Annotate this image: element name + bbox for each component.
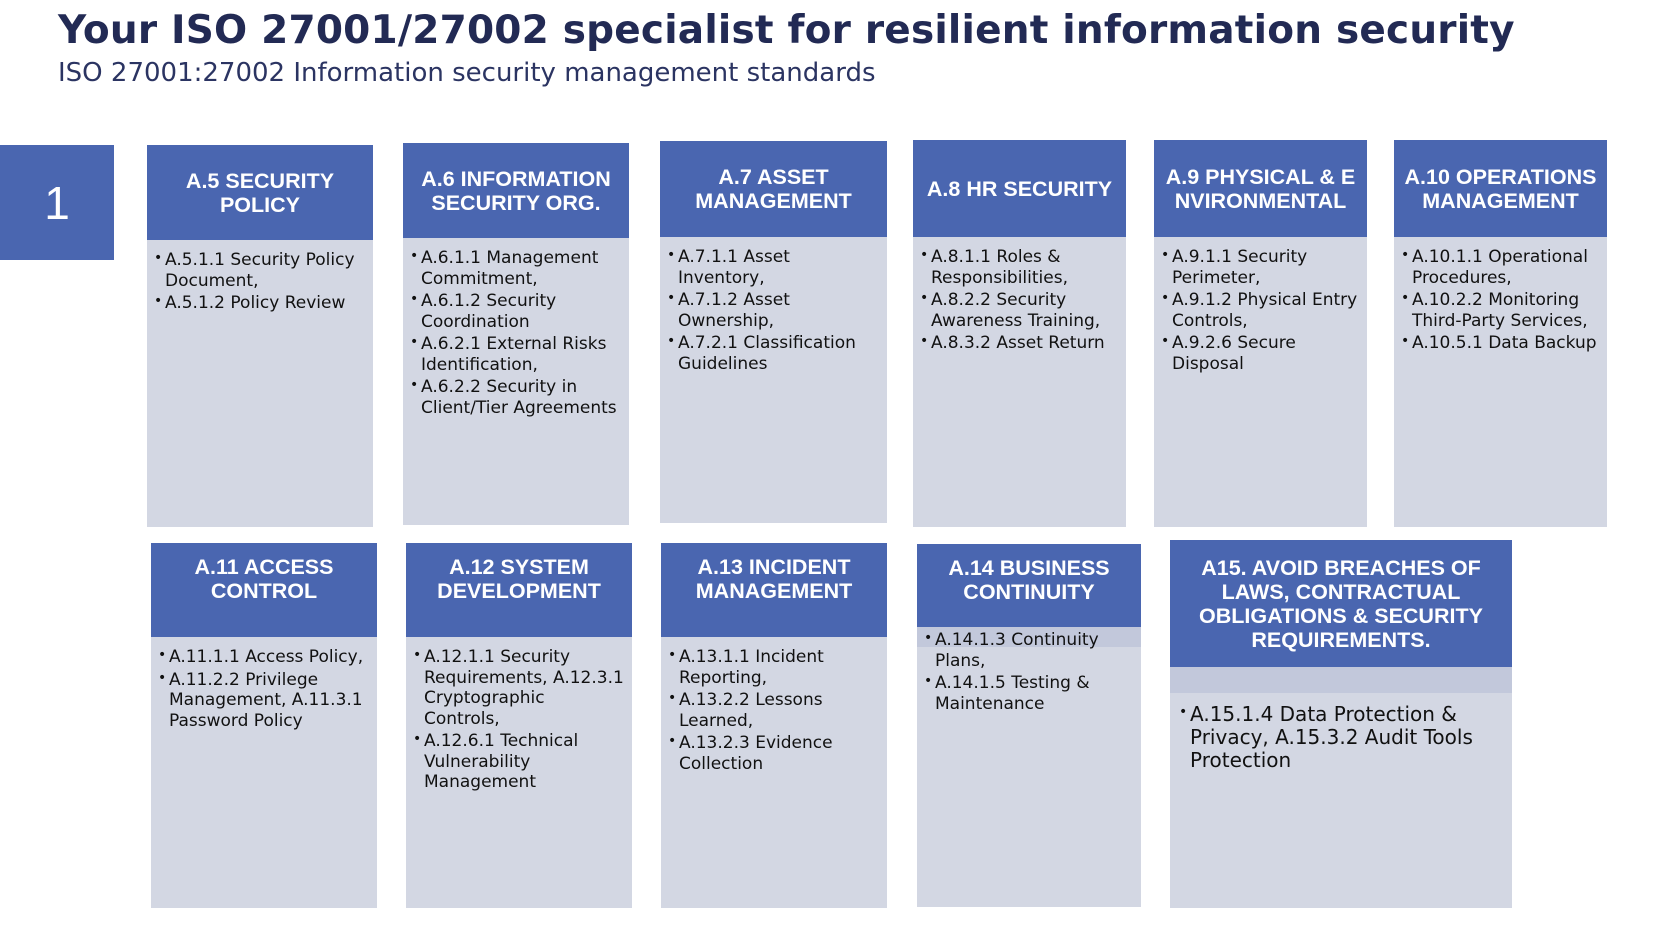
list-item: A.13.2.3 Evidence Collection — [667, 731, 879, 774]
card-body: A.12.1.1 Security Requirements, A.12.3.1… — [406, 637, 632, 908]
list-item: A.9.2.6 Secure Disposal — [1160, 331, 1359, 374]
card-header: A.9 PHYSICAL & ENVIRONMENTAL — [1154, 140, 1367, 237]
card-body: A.5.1.1 Security Policy Document, A.5.1.… — [147, 240, 373, 527]
card-header: A.12 SYSTEM DEVELOPMENT — [406, 543, 632, 637]
card-header: A.10 OPERATIONS MANAGEMENT — [1394, 140, 1607, 237]
card-header: A.11 ACCESS CONTROL — [151, 543, 377, 637]
list-item: A.6.1.1 Management Commitment, — [409, 246, 621, 289]
card-body: A.6.1.1 Management Commitment, A.6.1.2 S… — [403, 238, 629, 525]
card-item-list: A.7.1.1 Asset Inventory, A.7.1.2 Asset O… — [666, 245, 879, 374]
card-a6-information-security-org: A.6 INFORMATION SECURITY ORG. A.6.1.1 Ma… — [403, 143, 629, 525]
list-item: A.6.1.2 Security Coordination — [409, 289, 621, 332]
card-a14-business-continuity: A.14 BUSINESS CONTINUITY A.14.1.3 Contin… — [917, 544, 1141, 907]
card-a9-physical-environmental: A.9 PHYSICAL & ENVIRONMENTAL A.9.1.1 Sec… — [1154, 140, 1367, 527]
card-header: A.13 INCIDENT MANAGEMENT — [661, 543, 887, 637]
card-body: A.7.1.1 Asset Inventory, A.7.1.2 Asset O… — [660, 237, 887, 523]
card-body: A.8.1.1 Roles & Responsibilities, A.8.2.… — [913, 237, 1126, 527]
card-item-list: A.10.1.1 Operational Procedures, A.10.2.… — [1400, 245, 1599, 354]
header-band — [1170, 667, 1512, 693]
card-body: A.14.1.3 Continuity Plans, A.14.1.5 Test… — [917, 628, 1141, 907]
list-item: A.7.1.2 Asset Ownership, — [666, 288, 879, 331]
card-header: A.7 ASSET MANAGEMENT — [660, 141, 887, 237]
list-item: A.11.1.1 Access Policy, — [157, 645, 369, 668]
list-item: A.5.1.2 Policy Review — [153, 291, 365, 314]
list-item: A.8.1.1 Roles & Responsibilities, — [919, 245, 1118, 288]
card-item-list: A.8.1.1 Roles & Responsibilities, A.8.2.… — [919, 245, 1118, 354]
card-item-list: A.13.1.1 Incident Reporting, A.13.2.2 Le… — [667, 645, 879, 774]
card-item-list: A.14.1.3 Continuity Plans, A.14.1.5 Test… — [923, 628, 1133, 714]
card-header: A.14 BUSINESS CONTINUITY — [917, 544, 1141, 627]
card-body: A.10.1.1 Operational Procedures, A.10.2.… — [1394, 237, 1607, 527]
list-item: A.12.6.1 Technical Vulnerability Managem… — [412, 729, 624, 793]
list-item: A.12.1.1 Security Requirements, A.12.3.1… — [412, 645, 624, 729]
card-item-list: A.11.1.1 Access Policy, A.11.2.2 Privile… — [157, 645, 369, 732]
list-item: A.5.1.1 Security Policy Document, — [153, 248, 365, 291]
list-item: A.14.1.5 Testing & Maintenance — [923, 671, 1133, 714]
card-body: A.11.1.1 Access Policy, A.11.2.2 Privile… — [151, 637, 377, 908]
card-header: A.5 SECURITY POLICY — [147, 145, 373, 240]
page-title: Your ISO 27001/27002 specialist for resi… — [58, 8, 1515, 53]
card-a5-security-policy: A.5 SECURITY POLICY A.5.1.1 Security Pol… — [147, 145, 373, 527]
list-item: A.10.1.1 Operational Procedures, — [1400, 245, 1599, 288]
list-item: A.9.1.2 Physical Entry Controls, — [1160, 288, 1359, 331]
list-item: A.11.2.2 Privilege Management, A.11.3.1 … — [157, 668, 369, 732]
card-header: A.6 INFORMATION SECURITY ORG. — [403, 143, 629, 238]
list-item: A.9.1.1 Security Perimeter, — [1160, 245, 1359, 288]
card-a15-compliance: A15. AVOID BREACHES OF LAWS, CONTRACTUAL… — [1170, 540, 1512, 908]
list-item: A.7.2.1 Classification Guidelines — [666, 331, 879, 374]
list-item: A.7.1.1 Asset Inventory, — [666, 245, 879, 288]
list-item: A.10.2.2 Monitoring Third-Party Services… — [1400, 288, 1599, 331]
list-item: A.8.2.2 Security Awareness Training, — [919, 288, 1118, 331]
card-a8-hr-security: A.8 HR SECURITY A.8.1.1 Roles & Responsi… — [913, 140, 1126, 527]
card-body: A.13.1.1 Incident Reporting, A.13.2.2 Le… — [661, 637, 887, 908]
card-item-list: A.12.1.1 Security Requirements, A.12.3.1… — [412, 645, 624, 793]
page-subtitle: ISO 27001:27002 Information security man… — [58, 58, 876, 88]
list-item: A.13.2.2 Lessons Learned, — [667, 688, 879, 731]
list-item: A.15.1.4 Data Protection & Privacy, A.15… — [1178, 701, 1498, 772]
list-item: A.10.5.1 Data Backup — [1400, 331, 1599, 354]
card-item-list: A.5.1.1 Security Policy Document, A.5.1.… — [153, 248, 365, 314]
card-item-list: A.6.1.1 Management Commitment, A.6.1.2 S… — [409, 246, 621, 418]
card-header: A.8 HR SECURITY — [913, 140, 1126, 237]
list-item: A.14.1.3 Continuity Plans, — [923, 628, 1133, 671]
list-item: A.6.2.2 Security in Client/Tier Agreemen… — [409, 375, 621, 418]
card-body: A.9.1.1 Security Perimeter, A.9.1.2 Phys… — [1154, 237, 1367, 527]
card-header: A15. AVOID BREACHES OF LAWS, CONTRACTUAL… — [1170, 540, 1512, 667]
card-a10-operations-management: A.10 OPERATIONS MANAGEMENT A.10.1.1 Oper… — [1394, 140, 1607, 527]
card-a13-incident-management: A.13 INCIDENT MANAGEMENT A.13.1.1 Incide… — [661, 543, 887, 908]
list-item: A.6.2.1 External Risks Identification, — [409, 332, 621, 375]
card-a12-system-development: A.12 SYSTEM DEVELOPMENT A.12.1.1 Securit… — [406, 543, 632, 908]
card-item-list: A.15.1.4 Data Protection & Privacy, A.15… — [1178, 701, 1498, 772]
card-body: A.15.1.4 Data Protection & Privacy, A.15… — [1170, 693, 1512, 908]
card-item-list: A.9.1.1 Security Perimeter, A.9.1.2 Phys… — [1160, 245, 1359, 374]
card-a7-asset-management: A.7 ASSET MANAGEMENT A.7.1.1 Asset Inven… — [660, 141, 887, 523]
list-item: A.8.3.2 Asset Return — [919, 331, 1118, 354]
page-number-badge: 1 — [0, 145, 114, 260]
list-item: A.13.1.1 Incident Reporting, — [667, 645, 879, 688]
card-a11-access-control: A.11 ACCESS CONTROL A.11.1.1 Access Poli… — [151, 543, 377, 908]
